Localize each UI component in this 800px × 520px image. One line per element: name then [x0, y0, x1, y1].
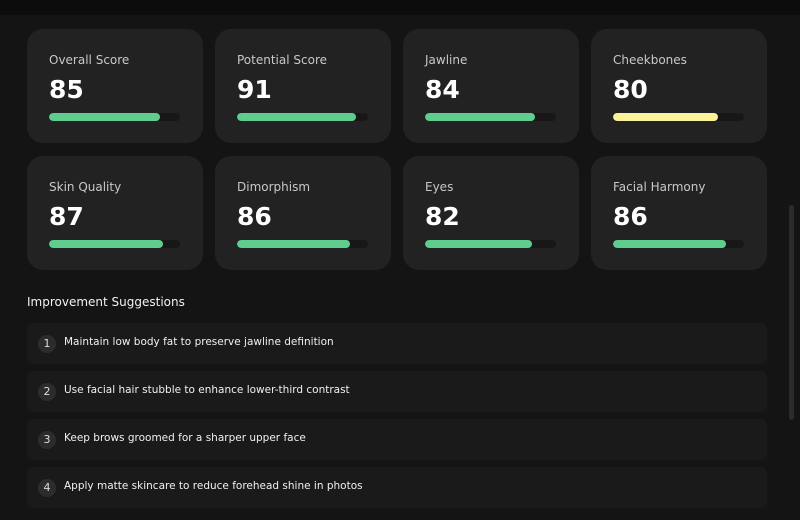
progress-fill [237, 113, 357, 121]
card-score: 86 [613, 202, 648, 231]
score-card: Skin Quality 87 [27, 156, 203, 270]
progress-fill [49, 113, 161, 121]
progress-fill [613, 240, 726, 248]
progress-track [49, 240, 180, 248]
item-text: Use facial hair stubble to enhance lower… [64, 384, 350, 396]
score-grid: Overall Score 85 Potential Score 91 Jawline 8… [27, 29, 767, 270]
card-score: 87 [49, 202, 84, 231]
suggestion-item: 3 Keep brows groomed for a sharper upper … [27, 419, 767, 460]
card-score: 86 [237, 202, 272, 231]
card-label: Facial Harmony [613, 180, 706, 194]
progress-track [613, 240, 744, 248]
card-label: Potential Score [237, 53, 327, 67]
section-title: Improvement Suggestions [27, 295, 185, 309]
score-card: Overall Score 85 [27, 29, 203, 143]
item-number: 4 [38, 479, 56, 497]
score-card: Jawline 84 [403, 29, 579, 143]
progress-track [425, 113, 556, 121]
progress-fill [425, 240, 533, 248]
item-number: 1 [38, 335, 56, 353]
item-number: 2 [38, 383, 56, 401]
card-score: 84 [425, 75, 460, 104]
suggestion-item: 1 Maintain low body fat to preserve jawli… [27, 323, 767, 364]
card-label: Cheekbones [613, 53, 687, 67]
card-label: Dimorphism [237, 180, 311, 194]
top-bar [0, 0, 800, 15]
progress-track [237, 240, 368, 248]
progress-fill [425, 113, 536, 121]
item-text: Keep brows groomed for a sharper upper f… [64, 432, 306, 444]
card-score: 80 [613, 75, 648, 104]
progress-track [613, 113, 744, 121]
progress-fill [49, 240, 163, 248]
progress-fill [237, 240, 350, 248]
score-card: Dimorphism 86 [215, 156, 391, 270]
scrollbar[interactable] [789, 205, 794, 420]
item-text: Apply matte skincare to reduce forehead … [64, 480, 363, 492]
card-label: Overall Score [49, 53, 130, 67]
progress-track [237, 113, 368, 121]
score-card: Potential Score 91 [215, 29, 391, 143]
card-label: Eyes [425, 180, 454, 194]
card-label: Jawline [425, 53, 468, 67]
score-card: Cheekbones 80 [591, 29, 767, 143]
card-label: Skin Quality [49, 180, 122, 194]
score-card: Facial Harmony 86 [591, 156, 767, 270]
suggestion-item: 4 Apply matte skincare to reduce forehead… [27, 467, 767, 508]
suggestion-list: 1 Maintain low body fat to preserve jawli… [27, 323, 767, 515]
card-score: 85 [49, 75, 84, 104]
card-score: 82 [425, 202, 460, 231]
progress-track [425, 240, 556, 248]
item-number: 3 [38, 431, 56, 449]
item-text: Maintain low body fat to preserve jawlin… [64, 336, 334, 348]
progress-fill [613, 113, 718, 121]
progress-track [49, 113, 180, 121]
score-card: Eyes 82 [403, 156, 579, 270]
card-score: 91 [237, 75, 272, 104]
suggestion-item: 2 Use facial hair stubble to enhance lowe… [27, 371, 767, 412]
